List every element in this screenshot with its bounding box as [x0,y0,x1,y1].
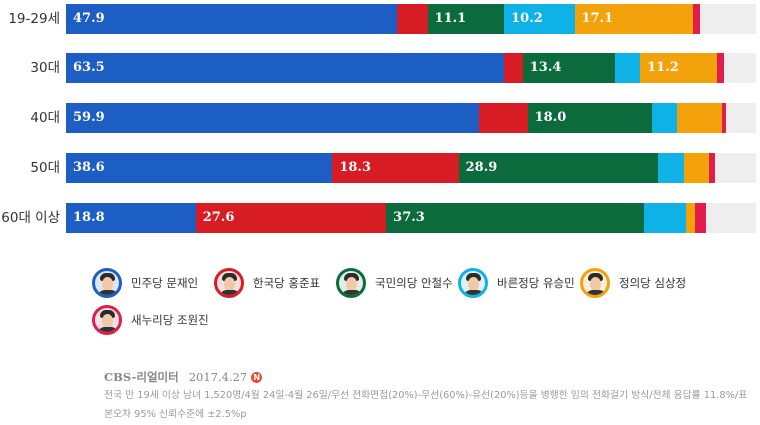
legend-item: 국민의당 안철수 [336,266,453,300]
data-label: 18.0 [534,110,567,125]
data-label: 38.6 [73,160,105,175]
bar-track: 38.6 18.3 28.9 [66,153,756,183]
data-label: 47.9 [73,11,105,26]
data-label: 28.9 [465,160,498,175]
bar-segment [427,4,505,34]
bar-segment [684,153,710,183]
bar-segment [66,53,505,83]
data-label: 63.5 [73,60,105,75]
data-label: 18.3 [339,160,371,175]
candidate-avatar-icon [214,268,244,298]
bar-segment [694,203,706,233]
bar-segment [651,103,677,133]
survey-note-line-1: 전국 만 19세 이상 남녀 1,520명/4월 24일-4월 26일/무선 전… [104,390,748,401]
bar-segment [479,103,528,133]
bar-segment [458,153,659,183]
bar-segment [527,103,652,133]
bar-track: 47.9 11.1 10.2 17.1 [66,4,756,34]
bar-segment [717,53,725,83]
data-label: 11.1 [434,11,467,26]
source-name: CBS-리얼미터 [104,370,179,384]
bar-segment [692,4,701,34]
bar-segment [685,203,695,233]
data-label: 10.2 [511,11,543,26]
bar-segment [615,53,641,83]
legend-label: 국민의당 안철수 [375,276,453,290]
bar-segment [722,103,727,133]
data-label: 18.8 [73,210,105,225]
row-label: 40대 [30,110,60,126]
bar-segment [66,4,397,34]
bar-track: 59.9 18.0 [66,103,756,133]
bar-segment [504,4,575,34]
bar-segment [658,153,685,183]
bar-segment [709,153,715,183]
legend-label: 새누리당 조원진 [131,313,209,327]
bar-segment [643,203,686,233]
footer: CBS-리얼미터 2017.4.27 N 전국 만 19세 이상 남녀 1,52… [104,369,754,423]
bar-track: 63.5 13.4 11.2 [66,53,756,83]
bar-segment [640,53,718,83]
data-label: 37.3 [393,210,425,225]
bar-segment [195,203,387,233]
bar-segment [66,153,333,183]
bar-segment [386,203,644,233]
bar-track: 18.8 27.6 37.3 [66,203,756,233]
candidate-avatar-icon [92,305,122,335]
bar-segment [66,103,480,133]
data-label: 17.1 [581,11,614,26]
data-label: 59.9 [73,110,105,125]
bar-segment [574,4,693,34]
candidate-avatar-icon [458,268,488,298]
legend-item: 한국당 홍준표 [214,266,320,300]
legend-label: 정의당 심상정 [619,276,687,290]
legend-item: 바른정당 유승민 [458,266,575,300]
survey-note-line-2: 본오차 95% 신뢰수준에 ±2.5%p [104,409,247,420]
data-label: 11.2 [647,60,679,75]
new-badge-icon: N [251,371,263,383]
bar-segment [332,153,459,183]
legend-item: 민주당 문재인 [92,266,198,300]
candidate-avatar-icon [92,268,122,298]
source-line: CBS-리얼미터 2017.4.27 N [104,369,754,385]
candidate-avatar-icon [580,268,610,298]
legend-item: 새누리당 조원진 [92,303,209,337]
row-label: 19-29세 [8,11,60,27]
data-label: 27.6 [202,210,235,225]
bar-segment [504,53,523,83]
legend-label: 바른정당 유승민 [497,276,575,290]
candidate-avatar-icon [336,268,366,298]
legend-item: 정의당 심상정 [580,266,686,300]
bar-segment [522,53,616,83]
source-date: 2017.4.27 [188,370,248,384]
stacked-bar-chart: 19-29세 47.9 11.1 10.2 17.1 30대 63.5 13.4 11.2 40대… [1,4,756,233]
row-label: 50대 [30,160,60,176]
data-label: 13.4 [529,60,562,75]
bar-segment [66,203,196,233]
legend-label: 민주당 문재인 [131,276,199,290]
row-label: 30대 [30,60,60,76]
bar-segment [676,103,723,133]
bar-segment [396,4,428,34]
legend-label: 한국당 홍준표 [253,276,321,290]
row-label: 60대 이상 [1,210,60,226]
